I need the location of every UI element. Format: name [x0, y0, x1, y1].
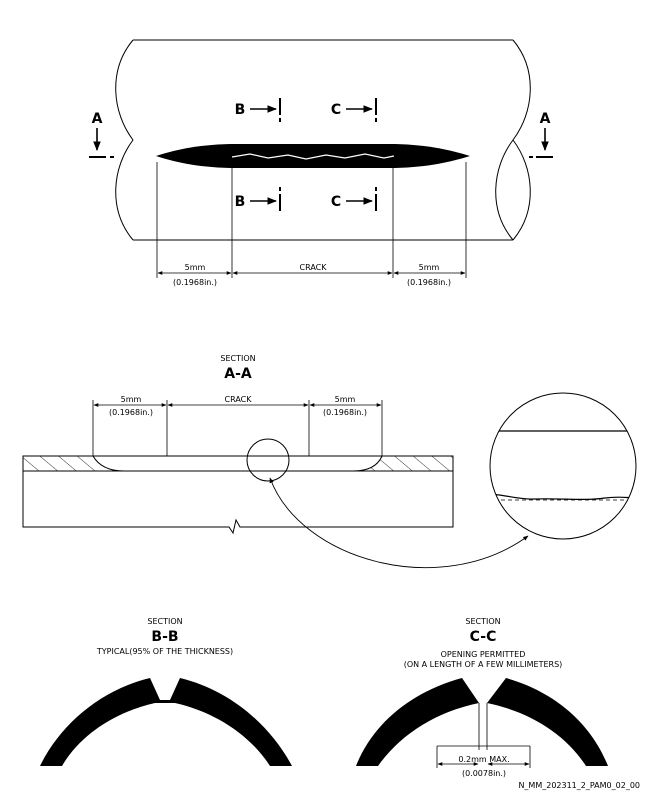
crack-line: [231, 153, 395, 160]
detail-callout-arrow: [269, 477, 529, 568]
section-b-top-marker: B: [235, 98, 281, 122]
aa-dim-right-mm: 5mm: [335, 395, 356, 404]
section-cc-caption: SECTION: [465, 617, 500, 626]
top-dim-right-in: (0.1968in.): [407, 278, 451, 287]
cc-dim-mm: 0.2mm MAX.: [458, 755, 509, 764]
section-aa-caption: SECTION: [220, 354, 255, 363]
crack-groove: [156, 144, 470, 168]
cc-pipe-wall-left: [356, 678, 479, 766]
top-view: A A B C B: [89, 39, 553, 287]
aa-repair-groove: [92, 455, 383, 472]
aa-detail-circle: [246, 438, 290, 482]
section-c-bottom-marker: C: [331, 187, 377, 211]
section-bb-title: B-B: [151, 629, 178, 645]
aa-plate-body: [22, 470, 454, 535]
section-aa: SECTION A-A 5mm (0.1968in.) CRACK 5mm (0…: [22, 354, 637, 568]
cc-pipe-wall-right: [487, 678, 608, 766]
section-aa-title: A-A: [224, 366, 252, 382]
aa-dim-left-in: (0.1968in.): [109, 408, 153, 417]
svg-text:B: B: [235, 102, 246, 118]
svg-text:C: C: [331, 194, 341, 210]
section-b-bottom-marker: B: [235, 187, 281, 211]
svg-text:A: A: [540, 111, 551, 127]
top-dimensions: [156, 162, 467, 278]
section-cc-note-2: (ON A LENGTH OF A FEW MILLIMETERS): [404, 660, 563, 669]
svg-text:B: B: [235, 194, 246, 210]
aa-dim-crack: CRACK: [225, 395, 253, 404]
section-bb-caption: SECTION: [147, 617, 182, 626]
section-bb-note: TYPICAL(95% OF THE THICKNESS): [96, 647, 233, 656]
top-dim-right-mm: 5mm: [419, 263, 440, 272]
section-a-right-marker: A: [529, 111, 553, 158]
section-bb: SECTION B-B TYPICAL(95% OF THE THICKNESS…: [40, 617, 292, 766]
section-cc: SECTION C-C OPENING PERMITTED (ON A LENG…: [356, 617, 608, 778]
svg-text:C: C: [331, 102, 341, 118]
aa-dim-left-mm: 5mm: [121, 395, 142, 404]
section-cc-title: C-C: [470, 629, 497, 645]
top-dim-left-mm: 5mm: [185, 263, 206, 272]
magnified-detail: [489, 392, 637, 540]
figure-id: N_MM_202311_2_PAM0_02_00: [518, 781, 640, 790]
pipe-outline: [115, 39, 531, 241]
aa-dim-right-in: (0.1968in.): [323, 408, 367, 417]
top-dim-left-in: (0.1968in.): [173, 278, 217, 287]
top-dim-crack: CRACK: [300, 263, 328, 272]
section-cc-note-1: OPENING PERMITTED: [441, 650, 526, 659]
section-c-top-marker: C: [331, 98, 377, 122]
svg-text:A: A: [92, 111, 103, 127]
bb-pipe-wall: [40, 678, 292, 766]
section-a-left-marker: A: [89, 111, 114, 158]
cc-dim-in: (0.0078in.): [462, 769, 506, 778]
